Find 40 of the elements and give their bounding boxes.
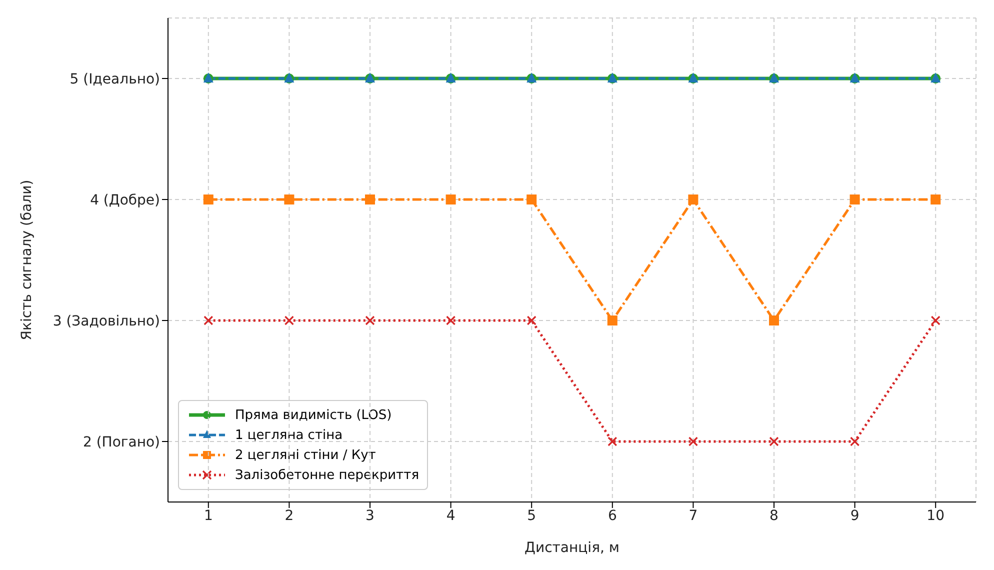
legend-label: 2 цегляні стіни / Кут <box>235 448 376 462</box>
x-tick-label: 6 <box>608 508 617 524</box>
legend-label: Пряма видимість (LOS) <box>235 408 392 422</box>
y-tick-label: 2 (Погано) <box>82 434 160 450</box>
point <box>365 194 375 204</box>
point <box>769 316 779 326</box>
x-tick-label: 10 <box>926 508 945 524</box>
point <box>446 316 456 326</box>
x-tick-label: 9 <box>850 508 860 524</box>
x-tick-label: 8 <box>770 508 778 524</box>
point <box>850 436 860 446</box>
legend-label: Залізобетонне перекриття <box>235 468 420 482</box>
point <box>688 436 698 446</box>
point <box>930 316 940 326</box>
point <box>608 436 618 446</box>
point <box>365 316 375 326</box>
point <box>204 316 214 326</box>
y-tick-label: 3 (Задовільно) <box>52 313 160 330</box>
point <box>526 194 537 204</box>
point <box>284 316 294 326</box>
point <box>607 316 618 326</box>
point <box>769 436 779 446</box>
x-tick-label: 5 <box>527 508 536 524</box>
x-axis-title: Дистанція, м <box>524 540 620 556</box>
point <box>446 194 456 204</box>
x-tick-label: 7 <box>688 508 698 524</box>
point <box>930 194 941 204</box>
point <box>203 194 214 204</box>
point <box>284 194 294 204</box>
point <box>688 194 698 204</box>
point <box>526 316 536 326</box>
x-tick-label: 3 <box>366 508 374 524</box>
y-axis-title: Якість сигналу (бали) <box>18 180 35 340</box>
x-tick-label: 2 <box>284 508 294 524</box>
legend-label: 1 цегляна стіна <box>235 428 343 442</box>
point <box>850 194 860 204</box>
y-tick-label: 5 (Ідеально) <box>70 71 160 88</box>
x-tick-label: 4 <box>446 508 456 524</box>
y-tick-label: 4 (Добре) <box>90 192 160 208</box>
x-tick-label: 1 <box>204 508 213 524</box>
